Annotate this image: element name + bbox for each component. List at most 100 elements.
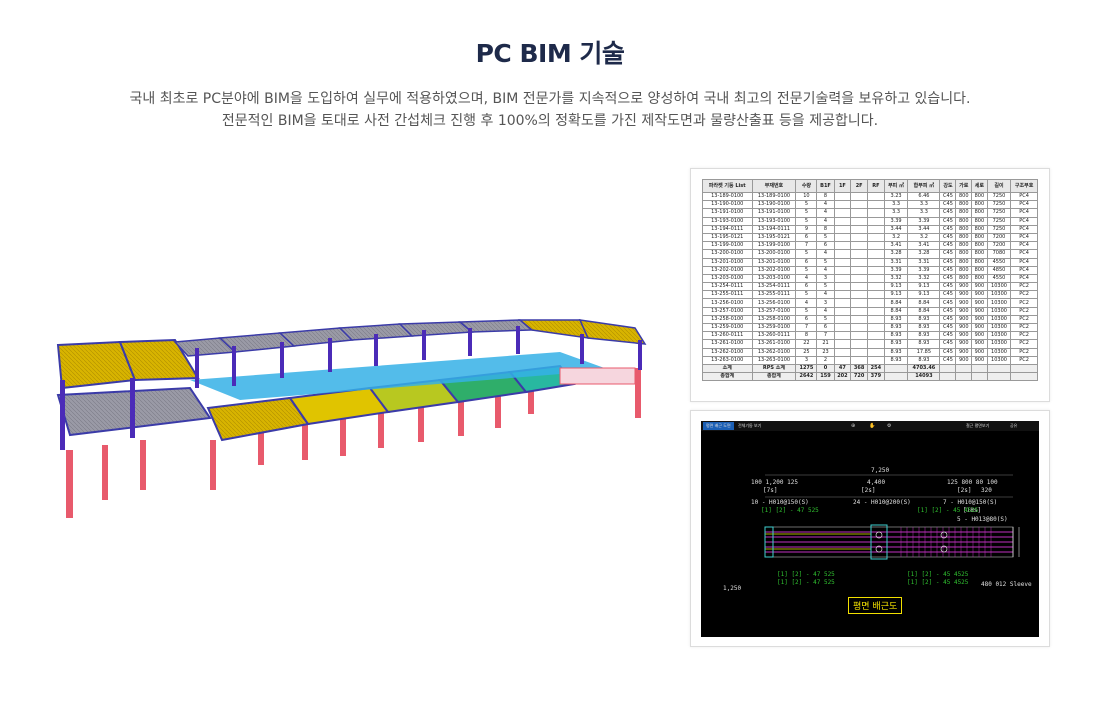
table-cell: C45: [939, 208, 957, 218]
zoom-icon[interactable]: ⊕: [851, 423, 856, 429]
table-cell: 900: [971, 339, 988, 349]
tag-left-3: [1] [2] - 47 525: [777, 579, 835, 586]
table-cell: [850, 339, 869, 349]
table-cell: 900: [971, 355, 988, 365]
description-line-1: 국내 최초로 PC분야에 BIM을 도입하여 실무에 적용하였으며, BIM 전…: [129, 91, 971, 107]
table-cell: 900: [955, 355, 973, 365]
table-row: 13-261-0100 13-261-0100 22 21 8.93 8.93 C45 900…: [702, 339, 1038, 349]
table-cell: 13-199-0100: [702, 241, 753, 251]
table-cell: 3: [816, 298, 835, 308]
table-cell: 13-194-0111: [751, 224, 797, 234]
table-cell: [850, 191, 869, 202]
table-summary-row: 소계 RPS 소계 1275 0 47 368 254 4703.46: [702, 363, 1038, 374]
table-cell: C45: [939, 249, 957, 259]
table-cell: 13-190-0100: [751, 200, 797, 210]
table-header-cell: 길이: [986, 179, 1012, 193]
table-cell: [833, 216, 852, 226]
table-cell: 8.84: [907, 306, 941, 316]
table-cell: 4: [816, 265, 835, 275]
table-cell: 800: [955, 208, 973, 218]
table-cell: 13-262-0100: [702, 347, 753, 357]
table-row: 13-259-0100 13-259-0100 7 6 8.93 8.93 C45 900 90…: [702, 322, 1038, 333]
table-cell: 8.93: [883, 339, 909, 349]
table-cell: 3.32: [883, 273, 909, 284]
table-cell: 900: [955, 339, 973, 349]
table-cell: [833, 355, 852, 365]
table-cell: [850, 200, 869, 210]
table-cell: 159: [816, 372, 835, 382]
table-cell: [850, 331, 869, 341]
table-cell: [850, 355, 869, 365]
table-cell: 7250: [986, 208, 1012, 218]
table-cell: 5: [795, 290, 818, 300]
dim-right-18: [18s]: [963, 507, 982, 514]
table-cell: C45: [939, 331, 957, 341]
table-header-cell: 가로: [955, 179, 973, 193]
table-cell: PC4: [1010, 191, 1038, 202]
table-cell: 9.13: [883, 282, 909, 292]
table-cell: [1010, 372, 1038, 382]
tab-all-columns[interactable]: 전체기둥 보기: [738, 423, 762, 428]
table-cell: 6.46: [907, 191, 941, 202]
table-cell: 900: [955, 298, 973, 308]
table-cell: 800: [971, 273, 988, 284]
table-header-cell: 부재번호: [751, 179, 797, 193]
table-row: 13-193-0100 13-193-0100 5 4 3.39 3.39 C45 800 80…: [702, 216, 1038, 226]
table-cell: 3.31: [883, 257, 909, 267]
table-cell: 800: [955, 265, 973, 275]
table-cell: 13-194-0111: [702, 224, 753, 234]
tab-plan-rebar[interactable]: 평면 배근 도면: [703, 422, 734, 430]
table-cell: 900: [955, 290, 973, 300]
table-cell: [850, 282, 869, 292]
settings-icon[interactable]: ⚙: [887, 423, 892, 429]
table-cell: [833, 191, 852, 202]
table-cell: 13-258-0100: [751, 314, 797, 325]
dim-mid: 4,400: [867, 479, 886, 486]
table-cell: 5: [795, 200, 818, 210]
table-cell: 13-261-0100: [702, 339, 753, 349]
table-row: 13-258-0100 13-258-0100 6 5 8.93 8.93 C45 900 90…: [702, 314, 1038, 325]
table-cell: 3: [795, 355, 818, 365]
table-cell: 254: [867, 363, 885, 374]
table-cell: 900: [971, 298, 988, 308]
table-row: 13-191-0100 13-191-0100 5 4 3.3 3.3 C45 800 800 7…: [702, 208, 1038, 218]
table-cell: [833, 331, 852, 341]
table-cell: PC4: [1010, 257, 1038, 267]
table-cell: 3: [816, 273, 835, 284]
table-cell: C45: [939, 298, 957, 308]
table-cell: [833, 208, 852, 218]
table-cell: [867, 191, 885, 202]
table-cell: 13-254-0111: [702, 282, 753, 292]
table-cell: 800: [971, 232, 988, 243]
table-cell: 13-254-0111: [751, 282, 797, 292]
table-cell: 13-201-0100: [751, 257, 797, 267]
table-row: 13-256-0100 13-256-0100 4 3 8.84 8.84 C45 900 90…: [702, 298, 1038, 308]
table-cell: [850, 322, 869, 333]
table-cell: C45: [939, 290, 957, 300]
cad-viewer[interactable]: 평면 배근 도면 전체기둥 보기 ⊕ ✋ ⚙ 철근 평면보기 공유: [701, 421, 1039, 637]
table-cell: [833, 241, 852, 251]
table-cell: [939, 363, 957, 374]
table-cell: 13-263-0100: [751, 355, 797, 365]
table-cell: 800: [955, 241, 973, 251]
table-cell: 8.84: [883, 306, 909, 316]
cursor-icon[interactable]: ✋: [869, 423, 876, 429]
table-cell: 10300: [986, 306, 1012, 316]
table-cell: 7200: [986, 241, 1012, 251]
table-cell: 900: [971, 314, 988, 325]
table-cell: [867, 355, 885, 365]
table-cell: 800: [955, 200, 973, 210]
table-cell: 9.13: [907, 282, 941, 292]
table-cell: C45: [939, 273, 957, 284]
table-cell: [883, 372, 909, 382]
table-row: 13-260-0111 13-260-0111 8 7 8.93 8.93 C45 900 90…: [702, 331, 1038, 341]
share-button[interactable]: 공유: [1010, 423, 1018, 428]
dim-mid-bracket: [2s]: [861, 487, 876, 494]
table-cell: 4: [816, 249, 835, 259]
plan-view-button[interactable]: 철근 평면보기: [966, 423, 990, 428]
table-cell: 3.3: [907, 208, 941, 218]
table-header-cell: 2F: [850, 179, 869, 193]
table-cell: 800: [955, 224, 973, 234]
table-cell: 13-258-0100: [702, 314, 753, 325]
table-cell: [833, 306, 852, 316]
